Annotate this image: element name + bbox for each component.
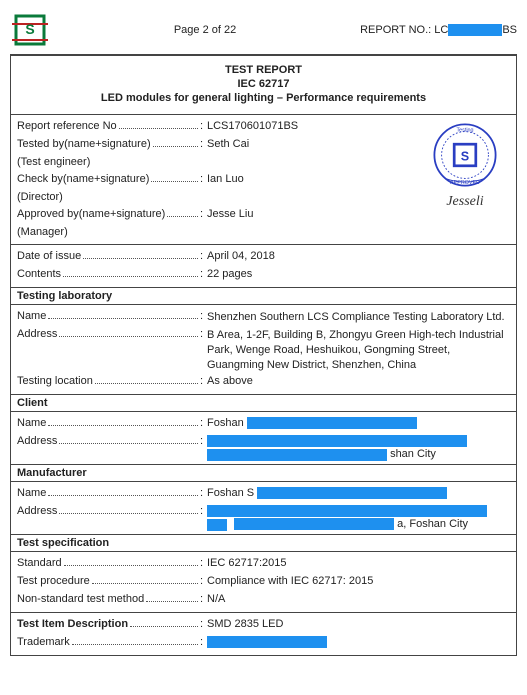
item-section: Test Item Description: SMD 2835 LED Trad…: [11, 612, 516, 655]
report-no-prefix: LC: [434, 24, 448, 36]
row-date-issue: Date of issue: April 04, 2018: [17, 249, 510, 267]
section-head-spec: Test specification: [11, 534, 516, 551]
label: Test procedure: [17, 575, 90, 587]
client-name-text: Foshan: [207, 417, 244, 429]
value: 22 pages: [207, 268, 510, 280]
report-no-suffix: BS: [502, 24, 517, 36]
section-head-mfr: Manufacturer: [11, 464, 516, 481]
redacted-block: [448, 24, 502, 36]
row-trademark: Trademark:: [17, 635, 510, 653]
row-approved-by: Approved by(name+signature): Jesse Liu: [17, 207, 420, 225]
label: Name: [17, 487, 46, 499]
label: Address: [17, 328, 57, 340]
value: B Area, 1-2F, Building B, Zhongyu Green …: [207, 328, 510, 373]
value: LCS170601071BS: [207, 120, 420, 132]
value: Shenzhen Southern LCS Compliance Testing…: [207, 310, 510, 325]
company-logo: S: [10, 10, 50, 50]
page-number: Page 2 of 22: [174, 24, 236, 36]
value: April 04, 2018: [207, 250, 510, 262]
label: Testing location: [17, 375, 93, 387]
section-head-client: Client: [11, 394, 516, 411]
label: Standard: [17, 557, 62, 569]
label: Approved by(name+signature): [17, 208, 165, 220]
label: Name: [17, 310, 46, 322]
report-body: S Testing APPROVED Jesseli Report refere…: [10, 114, 517, 656]
spec-section: Standard: IEC 62717:2015 Test procedure:…: [11, 551, 516, 612]
value: Foshan: [207, 417, 510, 429]
value: IEC 62717:2015: [207, 557, 510, 569]
role-manager: (Manager): [17, 225, 510, 242]
label: Name: [17, 417, 46, 429]
row-report-ref: Report reference No: LCS170601071BS: [17, 119, 420, 137]
label: Report reference No: [17, 120, 117, 132]
mfr-section: Name: Foshan S Address: a, Foshan City: [11, 481, 516, 534]
row-mfr-name: Name: Foshan S: [17, 486, 510, 504]
redacted-block: [207, 505, 487, 517]
label: Address: [17, 435, 57, 447]
client-addr-suffix: shan City: [390, 448, 436, 460]
svg-text:S: S: [461, 149, 469, 163]
title-line1: TEST REPORT: [15, 64, 512, 76]
row-mfr-address: Address: a, Foshan City: [17, 504, 510, 532]
svg-text:Testing: Testing: [456, 128, 473, 134]
value: Jesse Liu: [207, 208, 420, 220]
row-tested-by: Tested by(name+signature): Seth Cai: [17, 137, 420, 155]
page-header: S Page 2 of 22 REPORT NO.: LC BS: [10, 10, 517, 50]
report-no-label: REPORT NO.:: [360, 24, 431, 36]
title-block: TEST REPORT IEC 62717 LED modules for ge…: [10, 55, 517, 114]
row-nonstd: Non-standard test method: N/A: [17, 592, 510, 610]
redacted-block: [207, 636, 327, 648]
label: Tested by(name+signature): [17, 138, 151, 150]
value: a, Foshan City: [207, 505, 510, 531]
row-item-desc: Test Item Description: SMD 2835 LED: [17, 617, 510, 635]
label: Contents: [17, 268, 61, 280]
mfr-name-text: Foshan S: [207, 487, 254, 499]
value: SMD 2835 LED: [207, 618, 510, 630]
mfr-addr-mid: a, Foshan City: [397, 518, 468, 530]
client-section: Name: Foshan Address: shan City: [11, 411, 516, 464]
lab-section: Name: Shenzhen Southern LCS Compliance T…: [11, 304, 516, 394]
svg-text:APPROVED: APPROVED: [450, 180, 480, 186]
label: Non-standard test method: [17, 593, 144, 605]
label: Address: [17, 505, 57, 517]
redacted-block: [247, 417, 417, 429]
row-contents: Contents: 22 pages: [17, 267, 510, 285]
value: N/A: [207, 593, 510, 605]
row-procedure: Test procedure: Compliance with IEC 6271…: [17, 574, 510, 592]
label: Date of issue: [17, 250, 81, 262]
redacted-block: [234, 518, 394, 530]
redacted-block: [257, 487, 447, 499]
section-head-lab: Testing laboratory: [11, 287, 516, 304]
svg-text:S: S: [25, 21, 34, 37]
row-lab-location: Testing location: As above: [17, 374, 510, 392]
row-lab-name: Name: Shenzhen Southern LCS Compliance T…: [17, 309, 510, 327]
row-client-name: Name: Foshan: [17, 416, 510, 434]
signatures-section: S Testing APPROVED Jesseli Report refere…: [11, 115, 516, 244]
row-check-by: Check by(name+signature): Ian Luo: [17, 172, 420, 190]
report-number: REPORT NO.: LC BS: [360, 24, 517, 36]
label: Check by(name+signature): [17, 173, 149, 185]
value: As above: [207, 375, 510, 387]
value: Ian Luo: [207, 173, 420, 185]
redacted-block: [207, 519, 227, 531]
value: Seth Cai: [207, 138, 420, 150]
date-section: Date of issue: April 04, 2018 Contents: …: [11, 244, 516, 287]
stamp-and-signature: S Testing APPROVED Jesseli: [420, 119, 510, 210]
row-lab-address: Address: B Area, 1-2F, Building B, Zhong…: [17, 327, 510, 374]
value: shan City: [207, 435, 510, 461]
label: Trademark: [17, 636, 70, 648]
label: Test Item Description: [17, 618, 128, 630]
redacted-block: [207, 449, 387, 461]
approval-stamp-icon: S Testing APPROVED: [429, 119, 501, 191]
title-line2: IEC 62717: [15, 78, 512, 90]
value: Foshan S: [207, 487, 510, 499]
value: [207, 636, 510, 648]
redacted-block: [207, 435, 467, 447]
value: Compliance with IEC 62717: 2015: [207, 575, 510, 587]
row-client-address: Address: shan City: [17, 434, 510, 462]
title-line3: LED modules for general lighting – Perfo…: [15, 92, 512, 104]
signature-text: Jesseli: [420, 194, 510, 210]
row-standard: Standard: IEC 62717:2015: [17, 556, 510, 574]
